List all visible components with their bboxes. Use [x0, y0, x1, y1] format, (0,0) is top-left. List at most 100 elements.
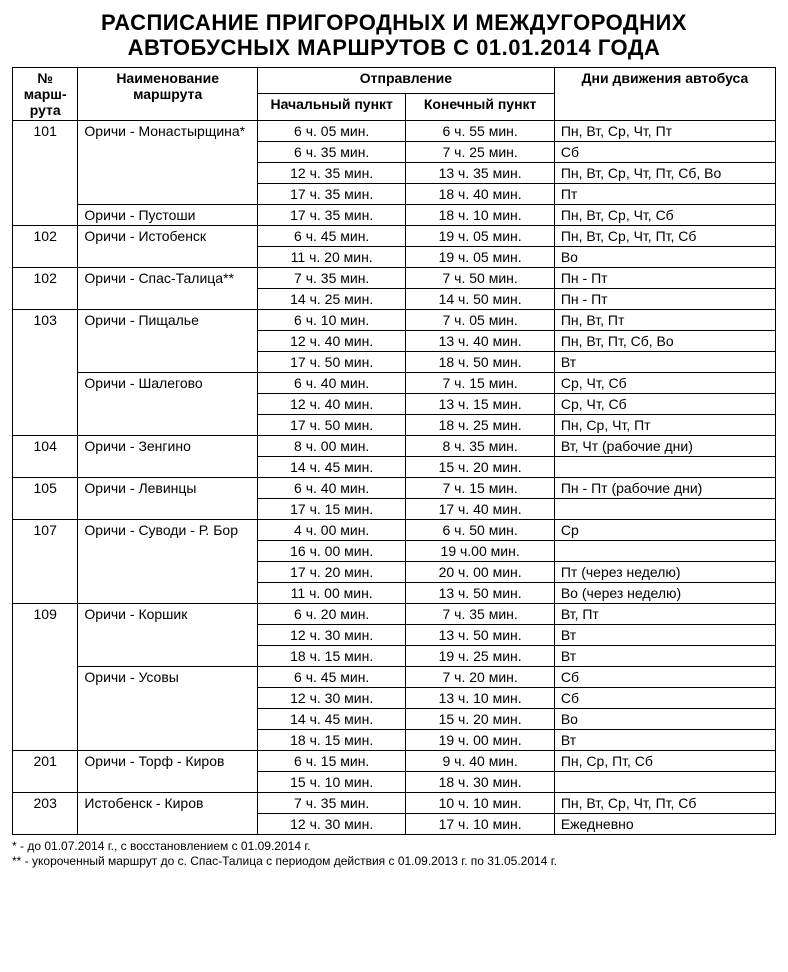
cell-days: Вт, Пт [554, 603, 775, 624]
cell-days: Пн - Пт [554, 288, 775, 309]
cell-end-time: 18 ч. 30 мин. [406, 771, 554, 792]
cell-start-time: 17 ч. 35 мин. [257, 204, 405, 225]
table-row: Оричи - Усовы6 ч. 45 мин.7 ч. 20 мин.Сб [13, 666, 776, 687]
cell-end-time: 13 ч. 40 мин. [406, 330, 554, 351]
cell-route-name: Оричи - Спас-Талица** [78, 267, 258, 309]
cell-days: Ср, Чт, Сб [554, 393, 775, 414]
cell-end-time: 13 ч. 50 мин. [406, 582, 554, 603]
cell-end-time: 9 ч. 40 мин. [406, 750, 554, 771]
cell-route-num: 203 [13, 792, 78, 834]
cell-days: Пн - Пт [554, 267, 775, 288]
cell-end-time: 7 ч. 05 мин. [406, 309, 554, 330]
table-body: 101Оричи - Монастырщина*6 ч. 05 мин.6 ч.… [13, 120, 776, 834]
cell-start-time: 6 ч. 05 мин. [257, 120, 405, 141]
cell-start-time: 6 ч. 15 мин. [257, 750, 405, 771]
cell-end-time: 20 ч. 00 мин. [406, 561, 554, 582]
cell-days: Пт (через неделю) [554, 561, 775, 582]
cell-days: Пн, Вт, Ср, Чт, Пт, Сб [554, 792, 775, 813]
cell-days: Ср [554, 519, 775, 540]
cell-route-name: Оричи - Пищалье [78, 309, 258, 372]
cell-route-num: 103 [13, 309, 78, 435]
cell-route-name: Оричи - Суводи - Р. Бор [78, 519, 258, 603]
cell-end-time: 7 ч. 15 мин. [406, 477, 554, 498]
table-row: 103Оричи - Пищалье6 ч. 10 мин.7 ч. 05 ми… [13, 309, 776, 330]
table-row: Оричи - Шалегово6 ч. 40 мин.7 ч. 15 мин.… [13, 372, 776, 393]
cell-days: Пн, Вт, Ср, Чт, Пт, Сб, Во [554, 162, 775, 183]
cell-end-time: 17 ч. 40 мин. [406, 498, 554, 519]
cell-days: Пн, Вт, Ср, Чт, Сб [554, 204, 775, 225]
cell-start-time: 14 ч. 45 мин. [257, 456, 405, 477]
header-departure: Отправление [257, 67, 554, 94]
cell-end-time: 18 ч. 50 мин. [406, 351, 554, 372]
table-row: 102Оричи - Спас-Талица**7 ч. 35 мин.7 ч.… [13, 267, 776, 288]
title-line-1: РАСПИСАНИЕ ПРИГОРОДНЫХ И МЕЖДУГОРОДНИХ [12, 10, 776, 35]
cell-end-time: 7 ч. 50 мин. [406, 267, 554, 288]
cell-days: Пн, Вт, Ср, Чт, Пт, Сб [554, 225, 775, 246]
cell-days: Ежедневно [554, 813, 775, 834]
cell-end-time: 19 ч. 00 мин. [406, 729, 554, 750]
table-row: 201Оричи - Торф - Киров6 ч. 15 мин.9 ч. … [13, 750, 776, 771]
cell-days: Пн, Вт, Пт [554, 309, 775, 330]
cell-end-time: 6 ч. 50 мин. [406, 519, 554, 540]
cell-end-time: 13 ч. 15 мин. [406, 393, 554, 414]
cell-route-num: 109 [13, 603, 78, 750]
table-row: 109Оричи - Коршик6 ч. 20 мин.7 ч. 35 мин… [13, 603, 776, 624]
cell-days: Сб [554, 687, 775, 708]
cell-start-time: 6 ч. 45 мин. [257, 666, 405, 687]
cell-end-time: 19 ч. 05 мин. [406, 225, 554, 246]
cell-start-time: 6 ч. 40 мин. [257, 372, 405, 393]
cell-start-time: 12 ч. 30 мин. [257, 624, 405, 645]
cell-end-time: 7 ч. 15 мин. [406, 372, 554, 393]
cell-start-time: 18 ч. 15 мин. [257, 729, 405, 750]
cell-route-name: Оричи - Зенгино [78, 435, 258, 477]
cell-route-name: Оричи - Коршик [78, 603, 258, 666]
cell-end-time: 19 ч. 05 мин. [406, 246, 554, 267]
cell-start-time: 12 ч. 40 мин. [257, 330, 405, 351]
cell-start-time: 6 ч. 40 мин. [257, 477, 405, 498]
table-row: Оричи - Пустоши17 ч. 35 мин.18 ч. 10 мин… [13, 204, 776, 225]
header-dep-end: Конечный пункт [406, 94, 554, 121]
cell-days: Ср, Чт, Сб [554, 372, 775, 393]
cell-end-time: 18 ч. 25 мин. [406, 414, 554, 435]
cell-days: Пн, Вт, Пт, Сб, Во [554, 330, 775, 351]
header-num: № марш-рута [13, 67, 78, 120]
cell-days: Во (через неделю) [554, 582, 775, 603]
cell-route-num: 101 [13, 120, 78, 225]
cell-end-time: 15 ч. 20 мин. [406, 708, 554, 729]
cell-end-time: 10 ч. 10 мин. [406, 792, 554, 813]
cell-start-time: 6 ч. 45 мин. [257, 225, 405, 246]
header-dep-start: Начальный пункт [257, 94, 405, 121]
cell-days: Сб [554, 141, 775, 162]
table-row: 102Оричи - Истобенск6 ч. 45 мин.19 ч. 05… [13, 225, 776, 246]
cell-route-num: 104 [13, 435, 78, 477]
table-row: 107Оричи - Суводи - Р. Бор4 ч. 00 мин.6 … [13, 519, 776, 540]
cell-end-time: 15 ч. 20 мин. [406, 456, 554, 477]
cell-end-time: 13 ч. 50 мин. [406, 624, 554, 645]
cell-start-time: 15 ч. 10 мин. [257, 771, 405, 792]
cell-end-time: 7 ч. 20 мин. [406, 666, 554, 687]
cell-start-time: 7 ч. 35 мин. [257, 267, 405, 288]
cell-start-time: 12 ч. 30 мин. [257, 813, 405, 834]
cell-route-name: Оричи - Усовы [78, 666, 258, 750]
cell-days: Во [554, 246, 775, 267]
table-header: № марш-рута Наименование маршрута Отправ… [13, 67, 776, 120]
table-row: 203Истобенск - Киров7 ч. 35 мин.10 ч. 10… [13, 792, 776, 813]
cell-end-time: 13 ч. 35 мин. [406, 162, 554, 183]
cell-route-name: Истобенск - Киров [78, 792, 258, 834]
cell-end-time: 19 ч. 25 мин. [406, 645, 554, 666]
cell-route-name: Оричи - Истобенск [78, 225, 258, 267]
cell-route-name: Оричи - Монастырщина* [78, 120, 258, 204]
cell-start-time: 12 ч. 30 мин. [257, 687, 405, 708]
cell-days: Пн - Пт (рабочие дни) [554, 477, 775, 498]
cell-days: Пн, Ср, Чт, Пт [554, 414, 775, 435]
footnote-2: ** - укороченный маршрут до с. Спас-Тали… [12, 854, 776, 870]
cell-start-time: 12 ч. 40 мин. [257, 393, 405, 414]
page-title: РАСПИСАНИЕ ПРИГОРОДНЫХ И МЕЖДУГОРОДНИХ А… [12, 10, 776, 61]
cell-start-time: 6 ч. 35 мин. [257, 141, 405, 162]
cell-days: Пн, Ср, Пт, Сб [554, 750, 775, 771]
cell-end-time: 18 ч. 40 мин. [406, 183, 554, 204]
cell-start-time: 17 ч. 50 мин. [257, 414, 405, 435]
cell-start-time: 12 ч. 35 мин. [257, 162, 405, 183]
cell-days: Пн, Вт, Ср, Чт, Пт [554, 120, 775, 141]
cell-days [554, 456, 775, 477]
